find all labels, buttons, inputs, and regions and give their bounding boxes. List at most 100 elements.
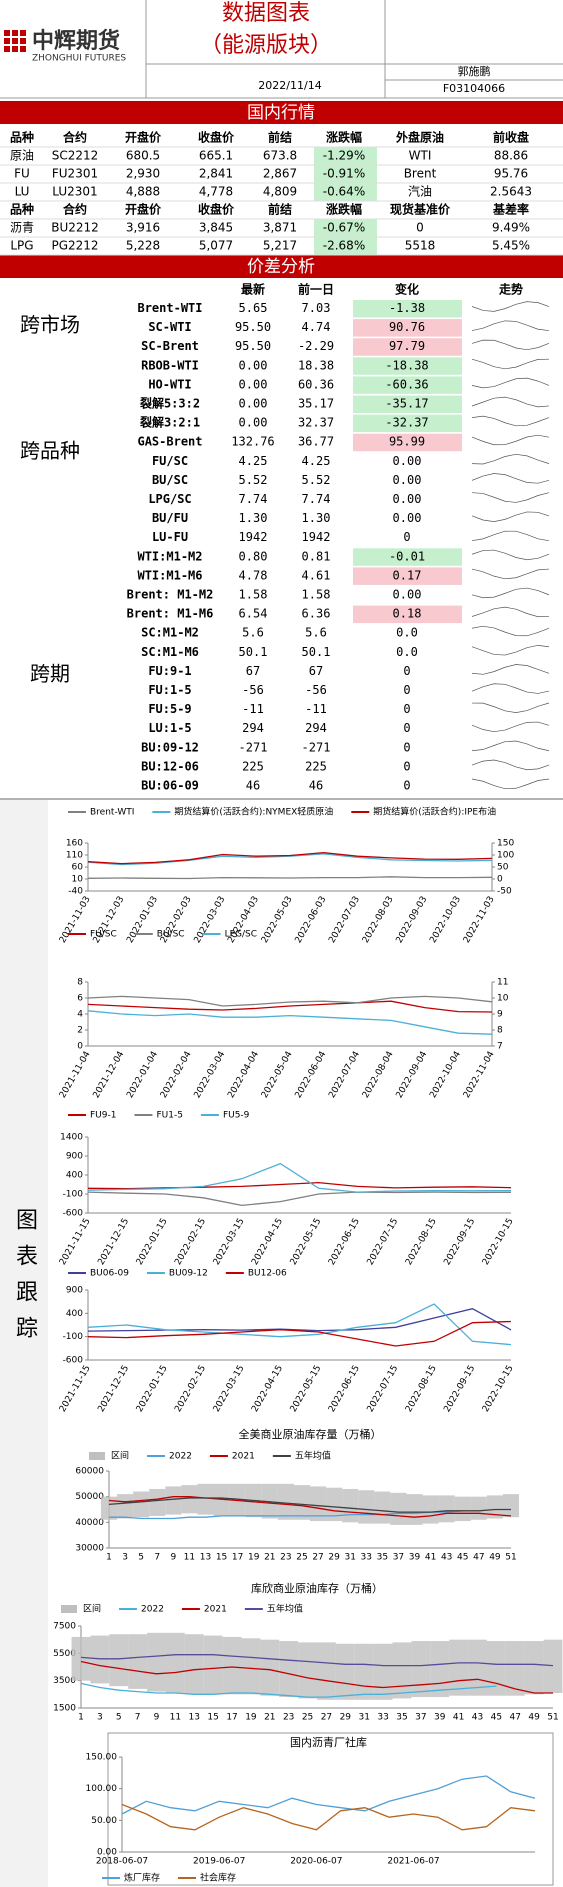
- y-tick-label: 6: [77, 994, 83, 1004]
- range-band: [71, 1636, 91, 1681]
- y-tick-label: -600: [63, 1209, 84, 1219]
- column-header: 前一日: [298, 282, 334, 297]
- y-tick-label: 160: [66, 839, 83, 849]
- range-band: [310, 1486, 327, 1522]
- row-name: SC-Brent: [141, 339, 199, 353]
- y-tick-label: 400: [66, 1171, 83, 1181]
- row-name: LPG/SC: [148, 492, 191, 506]
- table-cell: 0: [403, 702, 410, 716]
- range-band: [181, 1485, 198, 1514]
- sparkline: [471, 415, 550, 427]
- change-cell: [314, 237, 377, 255]
- table-cell: 32.37: [298, 416, 334, 430]
- legend-label: 2022: [169, 1452, 192, 1462]
- table-cell: 0: [403, 530, 410, 544]
- y-tick-label: 60: [72, 863, 84, 873]
- row-name: FU:9-1: [148, 664, 191, 678]
- x-tick-label: 1: [106, 1553, 112, 1563]
- x-tick-label: 1: [78, 1713, 84, 1723]
- x-tick-label: 31: [344, 1553, 355, 1563]
- y2-tick-label: -50: [497, 887, 512, 897]
- range-band: [342, 1488, 359, 1523]
- table-cell: -56: [242, 683, 264, 697]
- table-cell: 1942: [239, 530, 268, 544]
- table-cell: 294: [305, 721, 327, 735]
- series-line: [87, 1000, 493, 1013]
- table-cell: LU2301: [52, 185, 97, 199]
- company-en: ZHONGHUI FUTURES: [32, 54, 126, 64]
- table-cell: 665.1: [199, 149, 233, 163]
- change-cell: [314, 165, 377, 183]
- y2-tick-label: 7: [497, 1042, 503, 1052]
- x-tick-label: 17: [226, 1713, 237, 1723]
- range-band: [147, 1632, 166, 1692]
- row-name: LU-FU: [152, 530, 188, 544]
- range-band: [184, 1634, 204, 1695]
- series-line: [80, 1654, 554, 1667]
- range-band: [438, 1495, 455, 1523]
- range-band: [543, 1639, 563, 1693]
- table-cell: 4.61: [302, 568, 331, 582]
- range-band: [293, 1485, 310, 1520]
- series-line: [87, 876, 493, 880]
- x-tick-label: 21: [264, 1713, 275, 1723]
- sparkline: [471, 740, 550, 752]
- table-cell: 2,841: [199, 167, 233, 181]
- side-column: [0, 800, 48, 1887]
- range-band: [411, 1641, 431, 1698]
- row-name: BU:06-09: [141, 779, 199, 793]
- sparkline: [471, 683, 550, 694]
- table-cell: 开盘价: [125, 130, 162, 145]
- range-band: [373, 1643, 393, 1700]
- legend-label: FU9-1: [90, 1111, 116, 1121]
- x-tick-label: 19: [245, 1713, 257, 1723]
- table-cell: LU: [15, 185, 30, 199]
- range-band: [90, 1635, 110, 1684]
- table-cell: 60.36: [298, 377, 334, 391]
- column-header: 走势: [499, 282, 523, 297]
- range-band: [317, 1642, 336, 1700]
- change-cell: [353, 433, 462, 452]
- table-cell: 9.49%: [492, 221, 530, 235]
- table-cell: 6.36: [302, 607, 331, 621]
- range-band: [109, 1634, 129, 1687]
- table-cell: FU2301: [52, 167, 98, 181]
- range-band: [354, 1643, 374, 1700]
- sparkline: [471, 606, 550, 618]
- table-cell: 1.30: [302, 511, 331, 525]
- table-cell: 品种: [10, 202, 34, 217]
- table-cell: 合约: [63, 202, 87, 217]
- table-cell: 4.78: [239, 568, 268, 582]
- change-cell: [353, 605, 462, 624]
- row-name: WTI:M1-M6: [137, 568, 202, 582]
- range-band: [449, 1639, 469, 1696]
- x-tick-label: 35: [377, 1553, 388, 1563]
- table-cell: 7.74: [239, 492, 268, 506]
- y-tick-label: 4: [77, 1010, 83, 1020]
- table-cell: BU2212: [51, 221, 99, 235]
- table-cell: -0.64%: [323, 185, 365, 199]
- x-tick-label: 33: [377, 1713, 388, 1723]
- x-tick-label: 9: [154, 1713, 160, 1723]
- range-band: [203, 1635, 223, 1695]
- row-name: SC-WTI: [148, 320, 191, 334]
- range-band: [165, 1632, 185, 1693]
- group-label: 跨市场: [20, 313, 80, 337]
- table-cell: 88.86: [494, 149, 528, 163]
- table-cell: 基差率: [492, 202, 529, 217]
- row-name: HO-WTI: [148, 377, 191, 391]
- range-band: [100, 1496, 118, 1520]
- legend-label: 区间: [111, 1450, 129, 1462]
- table-cell: PG2212: [51, 239, 98, 253]
- x-tick-label: 2020-06-07: [290, 1857, 342, 1867]
- change-cell: [353, 414, 462, 433]
- range-band: [279, 1641, 299, 1698]
- range-band: [241, 1638, 261, 1695]
- x-tick-label: 29: [328, 1553, 340, 1563]
- table-cell: 收盘价: [198, 130, 235, 145]
- x-tick-label: 43: [441, 1553, 452, 1563]
- series-line: [80, 1660, 553, 1694]
- table-cell: 0: [416, 221, 424, 235]
- x-tick-label: 15: [207, 1713, 218, 1723]
